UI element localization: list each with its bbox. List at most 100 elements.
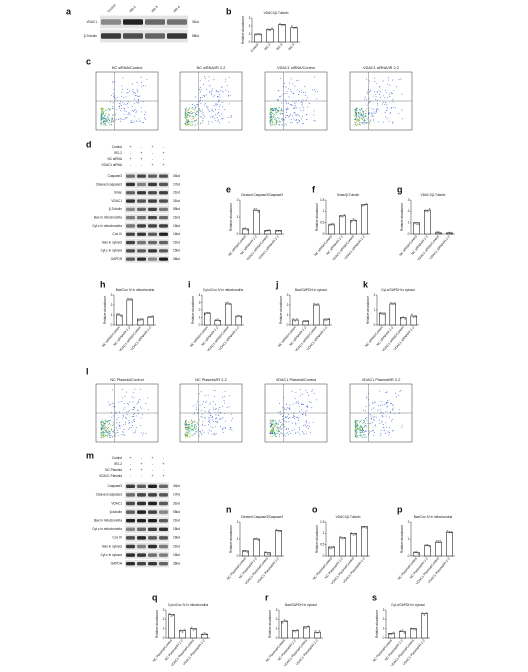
flow-event bbox=[361, 436, 363, 438]
flow-event bbox=[128, 401, 130, 403]
flow-event bbox=[390, 411, 391, 413]
treatment-sign: - bbox=[141, 474, 143, 478]
flow-event bbox=[185, 117, 187, 119]
blot-band bbox=[126, 199, 135, 203]
flow-event bbox=[392, 407, 394, 409]
data-point bbox=[439, 540, 442, 543]
flow-event bbox=[277, 107, 279, 109]
data-point bbox=[307, 625, 310, 628]
flow-event bbox=[375, 98, 377, 100]
flow-event bbox=[193, 108, 194, 110]
flow-event bbox=[354, 433, 356, 435]
flow-event bbox=[203, 401, 205, 403]
flow-event bbox=[271, 428, 273, 430]
flow-event bbox=[205, 78, 206, 80]
y-tick-label: 3 bbox=[408, 198, 410, 202]
flow-event bbox=[193, 424, 195, 426]
flow-event bbox=[132, 90, 134, 92]
flow-event bbox=[273, 425, 275, 427]
flow-event bbox=[146, 78, 148, 80]
flow-event bbox=[398, 79, 400, 81]
flow-event bbox=[107, 401, 109, 403]
flow-event bbox=[189, 428, 191, 430]
flow-event bbox=[355, 434, 356, 436]
flow-event bbox=[274, 426, 276, 428]
flow-event bbox=[372, 115, 374, 117]
flow-event bbox=[284, 409, 286, 411]
flow-event bbox=[271, 427, 273, 428]
flow-event bbox=[208, 420, 210, 422]
flow-event bbox=[283, 434, 285, 436]
flow-event bbox=[392, 121, 394, 123]
flow-event bbox=[313, 120, 315, 121]
flow-event bbox=[383, 429, 385, 431]
flow-event bbox=[124, 395, 126, 397]
flow-event bbox=[187, 114, 189, 116]
treatment-sign: - bbox=[163, 456, 165, 460]
flow-event bbox=[199, 98, 201, 100]
flow-event bbox=[115, 411, 117, 413]
flow-event bbox=[276, 107, 277, 109]
flow-event bbox=[132, 106, 134, 107]
bar bbox=[388, 633, 395, 639]
flow-event bbox=[366, 104, 368, 106]
data-point bbox=[242, 227, 245, 230]
flow-event bbox=[378, 89, 380, 91]
data-point bbox=[242, 550, 245, 552]
flow-event bbox=[386, 104, 388, 106]
data-point bbox=[435, 231, 438, 234]
flow-event bbox=[301, 90, 303, 92]
flow-event bbox=[359, 427, 361, 429]
flow-event bbox=[108, 420, 110, 422]
data-point bbox=[279, 23, 281, 25]
flow-event bbox=[194, 428, 196, 430]
flow-event bbox=[365, 418, 366, 420]
flow-event bbox=[292, 93, 294, 95]
flow-event bbox=[308, 102, 310, 104]
data-point bbox=[126, 297, 129, 300]
flow-event bbox=[219, 96, 221, 98]
flow-event bbox=[225, 78, 227, 80]
flow-event bbox=[105, 109, 107, 111]
blot-band bbox=[137, 191, 146, 195]
flow-event bbox=[109, 109, 111, 110]
flow-event bbox=[279, 431, 280, 432]
flow-event bbox=[366, 416, 368, 418]
flow-event bbox=[230, 426, 232, 428]
flow-event bbox=[195, 120, 197, 122]
flow-event bbox=[285, 115, 287, 116]
flow-event bbox=[229, 103, 230, 105]
flow-event bbox=[226, 84, 228, 86]
flow-event bbox=[377, 121, 379, 123]
blot-band bbox=[137, 493, 146, 497]
flow-event bbox=[356, 423, 358, 425]
y-tick-label: 2 bbox=[237, 520, 239, 524]
flow-event bbox=[269, 110, 271, 112]
flow-event bbox=[391, 92, 393, 94]
flow-event bbox=[128, 403, 130, 405]
flow-event bbox=[134, 115, 136, 117]
flow-event bbox=[289, 89, 291, 91]
flow-event bbox=[135, 112, 137, 114]
data-point bbox=[401, 629, 404, 632]
flow-event bbox=[276, 424, 278, 426]
flow-event bbox=[269, 432, 271, 434]
flow-event bbox=[363, 117, 364, 119]
flow-event bbox=[279, 413, 281, 415]
flow-event bbox=[379, 94, 380, 95]
flow-event bbox=[187, 428, 189, 430]
flow-event bbox=[197, 103, 198, 105]
flow-event bbox=[192, 430, 194, 432]
data-point bbox=[130, 298, 133, 300]
flow-event bbox=[106, 420, 108, 422]
flow-event bbox=[270, 423, 272, 425]
bar bbox=[275, 230, 282, 235]
flow-event bbox=[271, 433, 273, 434]
y-tick-label: 3 bbox=[276, 608, 278, 612]
chart-title: Bax/Cox IV in mitochondria bbox=[414, 515, 453, 519]
flow-event bbox=[288, 96, 290, 98]
flow-event bbox=[215, 103, 217, 105]
flow-event bbox=[185, 123, 187, 125]
flow-event bbox=[269, 425, 271, 427]
flow-event bbox=[389, 93, 391, 95]
